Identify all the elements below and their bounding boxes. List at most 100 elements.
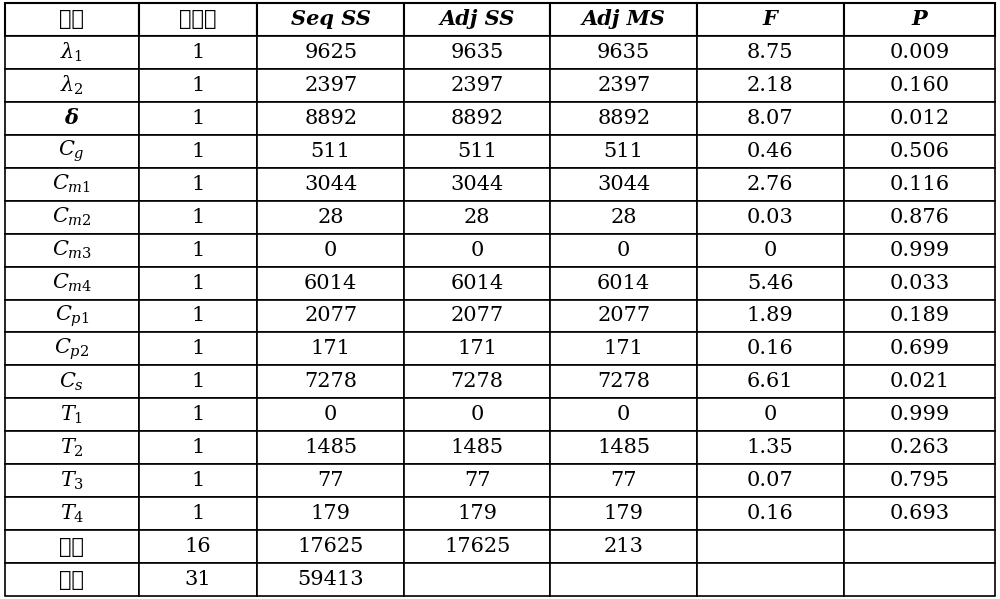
Bar [257,267,404,300]
Text: $\boldsymbol{C_{p2}}$: $\boldsymbol{C_{p2}}$ [54,336,89,362]
Bar [404,135,550,168]
Text: 9635: 9635 [597,43,650,62]
Text: $\boldsymbol{C_g}$: $\boldsymbol{C_g}$ [58,138,85,164]
Text: 9635: 9635 [451,43,504,62]
Bar [257,69,404,102]
Bar [697,234,844,267]
Bar [404,563,550,596]
Text: F: F [763,10,778,29]
Bar [550,234,697,267]
Text: 8892: 8892 [304,109,357,128]
Text: $\boldsymbol{T_1}$: $\boldsymbol{T_1}$ [60,404,83,426]
Text: $\boldsymbol{T_3}$: $\boldsymbol{T_3}$ [60,470,84,492]
Text: 77: 77 [317,471,344,490]
Bar [257,168,404,201]
Text: 1: 1 [191,373,205,391]
Bar [404,69,550,102]
Text: 1: 1 [191,471,205,490]
Bar [404,530,550,563]
Bar [257,300,404,332]
Bar [139,234,257,267]
Bar [404,332,550,365]
Bar [5,102,139,135]
Bar [550,102,697,135]
Bar [257,332,404,365]
Text: 2.76: 2.76 [747,175,794,193]
Text: 5.46: 5.46 [747,274,794,292]
Bar [697,563,844,596]
Bar [404,398,550,431]
Text: 1: 1 [191,307,205,325]
Text: 179: 179 [311,504,351,523]
Bar [697,365,844,398]
Text: 3044: 3044 [304,175,357,193]
Bar [257,3,404,36]
Bar [257,398,404,431]
Bar [404,36,550,69]
Bar [697,398,844,431]
Text: 1: 1 [191,142,205,161]
Text: 28: 28 [464,208,490,226]
Text: 0.033: 0.033 [889,274,949,292]
Bar [844,497,995,530]
Text: 511: 511 [604,142,644,161]
Text: $\boldsymbol{\delta}$: $\boldsymbol{\delta}$ [64,108,79,128]
Text: 0.021: 0.021 [889,373,949,391]
Text: 0.263: 0.263 [889,438,949,457]
Bar [139,102,257,135]
Bar [139,168,257,201]
Bar [257,563,404,596]
Text: 1485: 1485 [451,438,504,457]
Text: 2397: 2397 [451,76,504,95]
Text: 8.07: 8.07 [747,109,794,128]
Bar [5,300,139,332]
Text: 2397: 2397 [597,76,650,95]
Bar [139,431,257,464]
Bar [257,36,404,69]
Bar [550,530,697,563]
Text: 0: 0 [764,241,777,259]
Bar [5,431,139,464]
Bar [139,365,257,398]
Text: 511: 511 [311,142,351,161]
Text: $\boldsymbol{C_{m1}}$: $\boldsymbol{C_{m1}}$ [52,173,91,195]
Bar [404,365,550,398]
Text: 1: 1 [191,340,205,358]
Text: 0.009: 0.009 [889,43,949,62]
Text: 1: 1 [191,43,205,62]
Text: 1485: 1485 [597,438,650,457]
Text: $\boldsymbol{C_{m3}}$: $\boldsymbol{C_{m3}}$ [52,239,92,261]
Text: 1.89: 1.89 [747,307,794,325]
Text: 来源: 来源 [59,10,84,29]
Bar [550,168,697,201]
Text: $\boldsymbol{\lambda_1}$: $\boldsymbol{\lambda_1}$ [60,41,83,64]
Text: $\boldsymbol{C_s}$: $\boldsymbol{C_s}$ [59,371,84,393]
Bar [139,300,257,332]
Bar [550,69,697,102]
Bar [139,398,257,431]
Bar [404,497,550,530]
Bar [550,464,697,497]
Bar [404,431,550,464]
Text: 511: 511 [457,142,497,161]
Bar [550,300,697,332]
Bar [257,365,404,398]
Text: 16: 16 [185,537,211,556]
Bar [139,497,257,530]
Bar [5,234,139,267]
Text: 6.61: 6.61 [747,373,794,391]
Bar [844,3,995,36]
Bar [404,102,550,135]
Bar [139,530,257,563]
Text: 28: 28 [317,208,344,226]
Text: 0.693: 0.693 [889,504,949,523]
Bar [550,398,697,431]
Text: 6014: 6014 [451,274,504,292]
Text: 0: 0 [324,241,337,259]
Text: 3044: 3044 [451,175,504,193]
Bar [5,3,139,36]
Bar [139,201,257,234]
Bar [139,3,257,36]
Bar [404,201,550,234]
Text: 1: 1 [191,504,205,523]
